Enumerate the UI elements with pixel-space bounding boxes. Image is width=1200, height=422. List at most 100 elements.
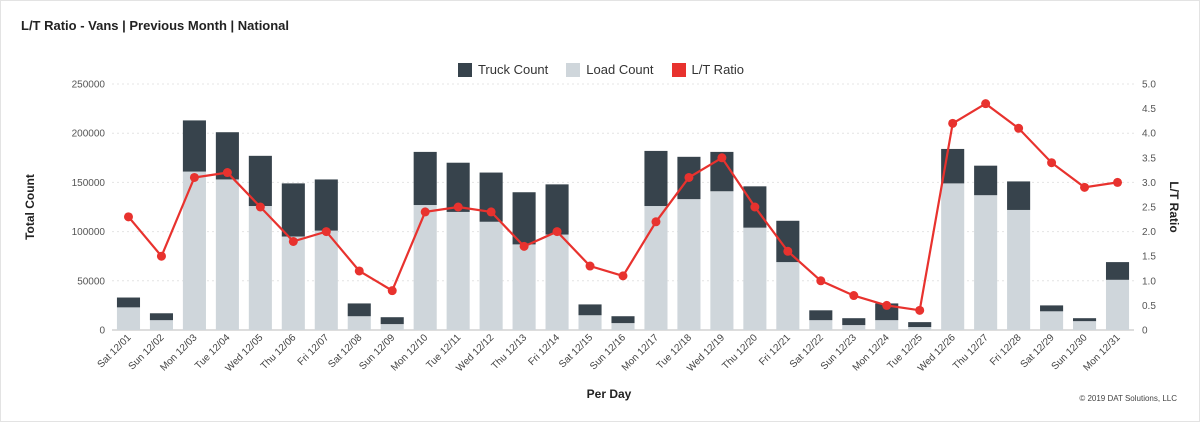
bar-load-count [248,206,272,330]
lt-ratio-point [783,246,793,256]
bar-load-count [974,195,998,330]
bar-load-count [1073,321,1097,330]
bar-truck-count [380,317,404,325]
y2-tick-label: 5.0 [1142,80,1156,91]
bar-truck-count [1007,181,1031,210]
bar-truck-count [1105,262,1130,280]
y2-tick-label: 2.5 [1142,203,1156,214]
lt-ratio-point [321,227,331,237]
bar-truck-count [182,120,206,172]
bar-truck-count [347,303,371,317]
x-tick-label: Thu 12/13 [490,332,530,372]
bar-load-count [710,191,734,330]
bar-truck-count [1040,305,1064,312]
bar-load-count [182,171,206,330]
bar-load-count [809,320,833,330]
lt-ratio-point [948,118,958,128]
lt-ratio-point [882,300,892,310]
y-tick-label: 50000 [77,276,105,287]
bar-truck-count [644,150,668,207]
legend-label-load-count: Load Count [586,62,654,77]
chart-title: L/T Ratio - Vans | Previous Month | Nati… [21,18,290,33]
legend-item-load-count[interactable]: Load Count [566,62,654,77]
bar-load-count [149,320,173,330]
bar-truck-count [281,183,305,237]
bar-load-count [314,230,338,330]
y2-tick-label: 0 [1142,326,1148,337]
bar-load-count [413,205,437,330]
y2-axis-title: L/T Ratio [1167,181,1181,232]
lt-ratio-point [717,153,727,163]
x-tick-label: Thu 12/27 [951,332,991,372]
bar-load-count [347,316,371,330]
bar-load-count [842,325,866,330]
bar-load-count [479,221,503,330]
y2-tick-label: 3.5 [1142,153,1156,164]
legend-item-lt-ratio[interactable]: L/T Ratio [671,62,745,77]
bar-truck-count [116,297,141,308]
bar-load-count [281,236,305,330]
y-axis-title: Total Count [23,174,37,240]
bar-load-count [116,307,141,330]
bar-load-count [578,315,602,330]
bar-truck-count [875,303,899,321]
bar-load-count [512,244,536,330]
lt-ratio-point [486,207,496,217]
lt-ratio-point [1014,123,1024,133]
bar-truck-count [974,165,998,196]
lt-ratio-point [519,241,529,251]
bar-load-count [380,324,404,330]
copyright-credit: © 2019 DAT Solutions, LLC [1079,394,1177,403]
bar-truck-count [545,184,569,235]
bar-load-count [1007,209,1031,330]
bar-load-count [545,234,569,330]
x-tick-label: Thu 12/20 [720,332,760,372]
y-tick-label: 200000 [72,129,106,140]
bar-load-count [1040,311,1064,330]
y-tick-label: 0 [99,326,105,337]
x-axis-title: Per Day [587,387,632,401]
bar-truck-count [248,155,272,207]
bar-truck-count [776,220,800,263]
legend-item-truck-count[interactable]: Truck Count [457,62,548,77]
bar-truck-count [908,322,932,328]
lt-ratio-point [618,271,628,281]
bar-load-count [776,262,800,330]
lt-ratio-point [453,202,463,212]
bar-load-count [215,179,239,330]
lt-ratio-point [222,168,232,178]
y2-tick-label: 2.0 [1142,227,1156,238]
lt-ratio-point [255,202,265,212]
lt-ratio-point [849,291,859,301]
lt-ratio-point [156,251,166,261]
bar-truck-count [413,151,437,206]
lt-ratio-point [354,266,364,276]
bar-truck-count [446,162,470,212]
lt-ratio-point [1080,182,1090,192]
lt-ratio-point [585,261,595,271]
legend-swatch-truck-count [457,62,472,77]
y2-tick-label: 3.0 [1142,178,1156,189]
bar-truck-count [479,172,503,222]
bar-load-count [1105,279,1130,330]
bar-truck-count [611,316,635,324]
y-tick-label: 250000 [72,80,106,91]
legend-label-lt-ratio: L/T Ratio [691,62,745,77]
lt-ratio-point [123,212,133,222]
lt-ratio-point [387,286,397,296]
bar-truck-count [1073,318,1097,322]
lt-ratio-point [552,227,562,237]
bar-load-count [446,211,470,330]
lt-ratio-point [651,217,661,227]
lt-ratio-point [288,236,298,246]
lt-ratio-point [750,202,760,212]
bar-load-count [644,206,668,330]
y2-tick-label: 1.0 [1142,276,1156,287]
bar-truck-count [809,310,833,321]
bar-truck-count [512,192,536,245]
y2-tick-label: 0.5 [1142,301,1156,312]
lt-ratio-point [816,276,826,286]
bar-truck-count [842,318,866,326]
bar-truck-count [215,132,239,180]
y2-tick-label: 4.0 [1142,129,1156,140]
